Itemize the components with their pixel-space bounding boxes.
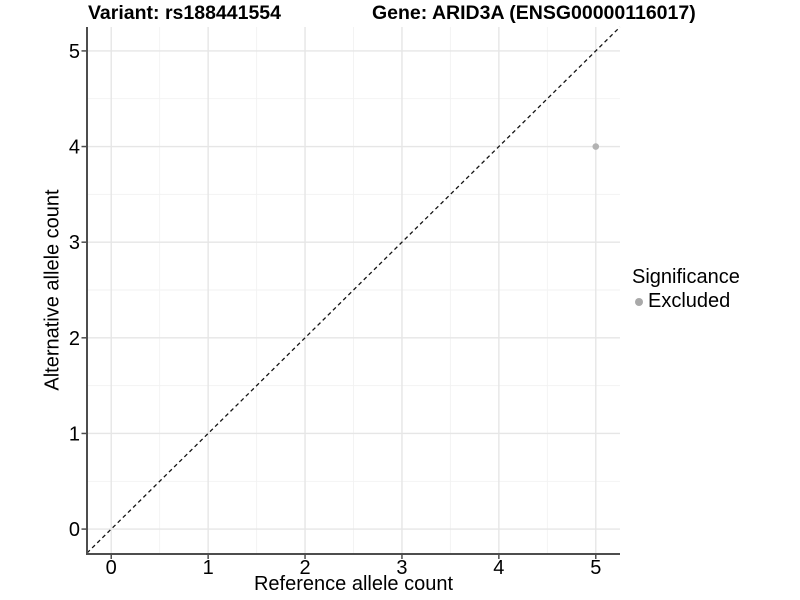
legend-entry-label: Excluded [648,290,731,312]
x-tick-label: 4 [493,557,504,579]
x-axis-title: Reference allele count [253,573,453,595]
y-tick-label: 4 [69,137,80,159]
x-tick-label: 1 [203,557,214,579]
x-tick-label: 3 [396,557,407,579]
y-tick-label: 2 [69,328,80,350]
legend: Significance Excluded [630,265,740,313]
identity-line [86,26,621,554]
x-tick-label: 2 [299,557,310,579]
plot-title-variant: Variant: rs188441554 [88,2,281,24]
y-tick-label: 1 [69,423,80,445]
plot-title-gene: Gene: ARID3A (ENSG00000116017) [372,2,696,24]
y-axis-title: Alternative allele count [41,189,64,391]
legend-title: Significance [632,266,740,288]
x-tick-label: 5 [590,557,601,579]
y-tick-label: 3 [69,232,80,254]
legend-entry-excluded: Excluded [630,290,740,313]
y-tick-label: 0 [69,519,80,541]
y-tick-label: 5 [69,41,80,63]
x-tick-label: 0 [106,557,117,579]
legend-point-icon [635,297,643,306]
data-point [592,143,600,150]
